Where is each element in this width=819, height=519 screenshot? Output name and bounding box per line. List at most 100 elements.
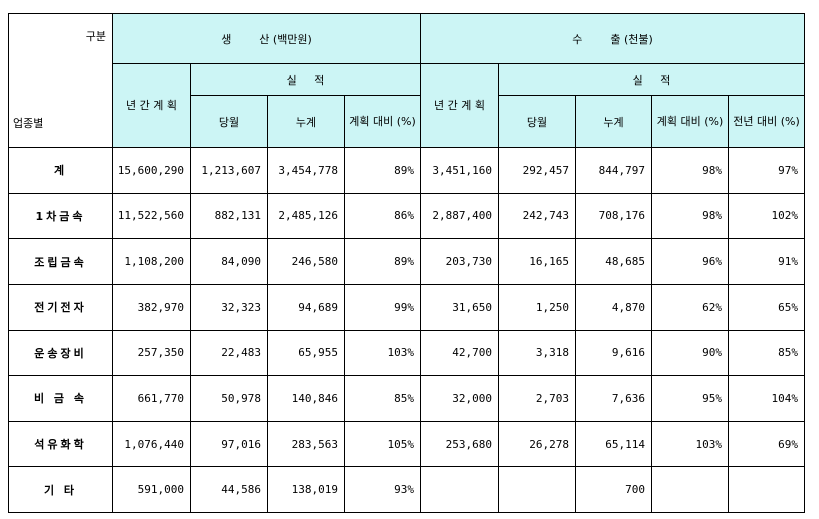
production-month-cell: 50,978 [190,375,268,422]
production-plan-cell: 591,000 [112,466,191,513]
export-month-cell: 1,250 [498,283,577,331]
table-row: 전기전자 382,970 32,323 94,689 99% 31,650 1,250 4,8… [8,283,806,331]
export-vs-plan-cell [651,466,730,513]
industry-cell: 1차금속 [8,192,113,240]
industry-cell: 비 금 속 [8,375,113,422]
export-vs-plan-cell: 98% [651,147,730,194]
export-month-cell: 26,278 [498,420,577,468]
production-vs-plan-cell: 105% [343,420,422,468]
production-plan-cell: 661,770 [112,375,191,422]
production-vs-plan-header: 계획 대비 (%) [343,95,422,148]
export-month-header: 당월 [498,95,577,148]
export-plan-cell: 3,451,160 [420,147,500,194]
export-plan-cell: 31,650 [420,283,500,331]
industry-cell: 전기전자 [8,283,113,331]
production-month-cell: 44,586 [190,466,268,513]
production-group-header: 생 산 (백만원) [111,13,422,64]
category-label: 구분 [85,30,106,43]
production-cumulative-cell: 65,955 [267,329,345,377]
export-cumulative-cell: 48,685 [575,238,653,285]
export-month-cell [498,466,577,513]
export-cumulative-cell: 9,616 [575,329,653,377]
production-plan-cell: 1,108,200 [112,238,191,285]
production-cumulative-cell: 3,454,778 [267,147,345,194]
table-row: 비 금 속 661,770 50,978 140,846 85% 32,000 2,703 7… [8,375,806,422]
export-vs-plan-header: 계획 대비 (%) [651,95,730,148]
production-vs-plan-cell: 86% [343,192,422,240]
export-performance-header: 실 적 [498,63,806,96]
export-vs-prev-year-cell [728,466,806,513]
production-month-cell: 22,483 [190,329,268,377]
production-cumulative-cell: 140,846 [267,375,345,422]
export-plan-cell: 2,887,400 [420,192,500,240]
export-plan-cell [420,466,500,513]
table-row: 계 15,600,290 1,213,607 3,454,778 89% 3,451,16… [8,147,806,194]
production-vs-plan-cell: 93% [343,466,422,513]
production-cumulative-cell: 283,563 [267,420,345,468]
export-vs-plan-cell: 90% [651,329,730,377]
production-month-cell: 882,131 [190,192,268,240]
export-month-cell: 2,703 [498,375,577,422]
export-vs-prev-year-cell: 85% [728,329,806,377]
industry-label: 업종별 [13,117,44,130]
table-row: 석유화학 1,076,440 97,016 283,563 105% 253,680 26,… [8,420,806,468]
export-vs-prev-year-cell: 91% [728,238,806,285]
export-plan-cell: 32,000 [420,375,500,422]
export-plan-cell: 203,730 [420,238,500,285]
export-annual-plan-header: 년 간 계 획 [420,63,500,148]
export-plan-cell: 253,680 [420,420,500,468]
production-month-header: 당월 [190,95,268,148]
production-cumulative-cell: 138,019 [267,466,345,513]
export-vs-prev-year-cell: 97% [728,147,806,194]
table-row: 기 타 591,000 44,586 138,019 93% 700 [8,466,806,513]
export-vs-prev-year-cell: 104% [728,375,806,422]
export-vs-plan-cell: 62% [651,283,730,331]
production-plan-cell: 382,970 [112,283,191,331]
production-plan-cell: 15,600,290 [112,147,191,194]
corner-header-cell: 구분 업종별 [8,13,113,148]
production-annual-plan-header: 년 간 계 획 [112,63,191,148]
export-cumulative-cell: 700 [575,466,653,513]
export-vs-prev-year-cell: 65% [728,283,806,331]
export-cumulative-cell: 844,797 [575,147,653,194]
table-row: 1차금속 11,522,560 882,131 2,485,126 86% 2,887,4… [8,192,806,240]
production-performance-header: 실 적 [189,63,422,96]
export-cumulative-cell: 708,176 [575,192,653,240]
industry-cell: 석유화학 [8,420,113,468]
table-row: 운송장비 257,350 22,483 65,955 103% 42,700 3,318 9,… [8,329,806,377]
table-body: 계 15,600,290 1,213,607 3,454,778 89% 3,451,16… [8,147,806,513]
export-group-header: 수 출 (천불) [420,13,806,64]
export-month-cell: 16,165 [498,238,577,285]
export-vs-plan-cell: 103% [651,420,730,468]
export-cumulative-cell: 4,870 [575,283,653,331]
production-month-cell: 84,090 [190,238,268,285]
production-cumulative-cell: 246,580 [267,238,345,285]
production-vs-plan-cell: 89% [343,238,422,285]
industry-cell: 계 [8,147,113,194]
production-cumulative-header: 누계 [267,95,345,148]
production-plan-cell: 11,522,560 [112,192,191,240]
production-vs-plan-cell: 85% [343,375,422,422]
production-month-cell: 97,016 [190,420,268,468]
production-cumulative-cell: 94,689 [267,283,345,331]
production-plan-cell: 257,350 [112,329,191,377]
export-cumulative-cell: 65,114 [575,420,653,468]
export-cumulative-cell: 7,636 [575,375,653,422]
industry-production-export-table: 구분 업종별 생 산 (백만원) 수 출 (천불) 년 간 계 획 실 적 년 … [8,13,806,513]
production-month-cell: 32,323 [190,283,268,331]
production-vs-plan-cell: 103% [343,329,422,377]
export-cumulative-header: 누계 [575,95,653,148]
export-month-cell: 3,318 [498,329,577,377]
production-vs-plan-cell: 99% [343,283,422,331]
export-vs-prev-year-cell: 69% [728,420,806,468]
export-vs-prev-year-header: 전년 대비 (%) [728,95,806,148]
export-vs-plan-cell: 95% [651,375,730,422]
export-month-cell: 242,743 [498,192,577,240]
export-vs-prev-year-cell: 102% [728,192,806,240]
export-vs-plan-cell: 98% [651,192,730,240]
table-row: 조립금속 1,108,200 84,090 246,580 89% 203,730 16,1… [8,238,806,285]
export-plan-cell: 42,700 [420,329,500,377]
production-month-cell: 1,213,607 [190,147,268,194]
industry-cell: 기 타 [8,466,113,513]
export-month-cell: 292,457 [498,147,577,194]
